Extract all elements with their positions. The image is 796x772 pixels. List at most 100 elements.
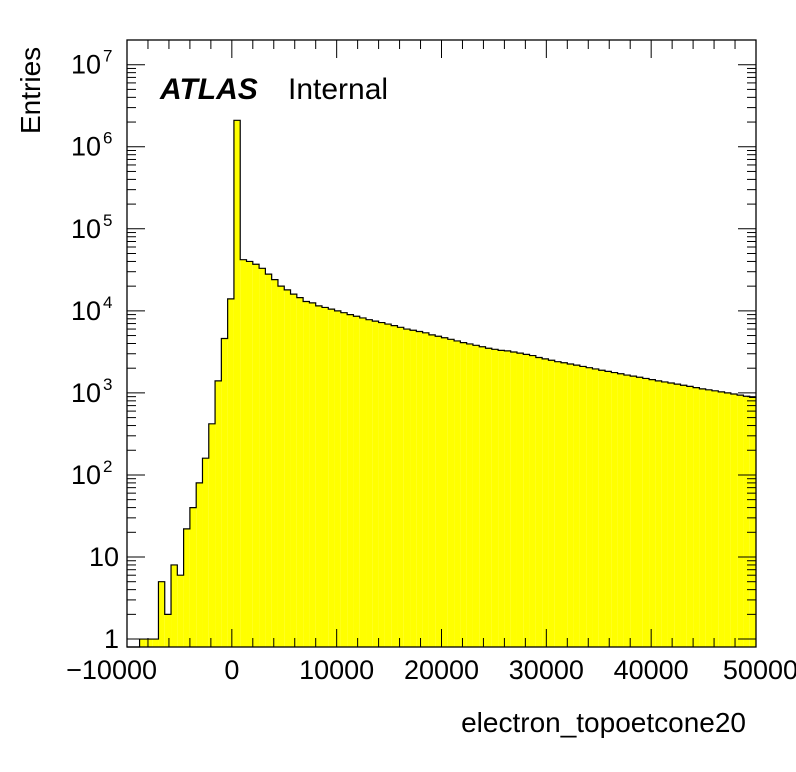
- histogram-bin: [554, 361, 562, 647]
- histogram-bin: [542, 358, 549, 647]
- histogram-bin: [164, 614, 172, 647]
- histogram-bin: [485, 348, 492, 647]
- histogram-bin: [535, 357, 543, 647]
- histogram-bin: [397, 327, 404, 647]
- histogram-bin: [296, 297, 304, 647]
- histogram-bin: [366, 319, 373, 647]
- histogram-bin: [491, 349, 499, 647]
- histogram-bin: [447, 339, 455, 647]
- histogram-bin: [454, 340, 461, 647]
- x-tick-label: 10000: [299, 655, 374, 685]
- histogram-bin: [240, 259, 247, 647]
- x-tick-label: −10000: [66, 655, 157, 685]
- histogram-bin: [642, 378, 650, 647]
- histogram-bin: [277, 286, 285, 647]
- histogram-bin: [655, 380, 662, 647]
- histogram-bin: [586, 367, 593, 647]
- histogram-bin: [737, 395, 744, 647]
- histogram-bin: [680, 385, 687, 647]
- y-tick-exponent: 2: [103, 457, 112, 476]
- histogram-bin: [743, 396, 750, 647]
- histogram-bin: [674, 384, 681, 647]
- histogram-bin: [145, 639, 153, 647]
- histogram-bin: [422, 332, 429, 647]
- histogram-bin: [428, 334, 436, 647]
- y-tick-exponent: 3: [103, 375, 112, 394]
- histogram-bin: [504, 350, 511, 647]
- y-tick-exponent: 4: [103, 293, 112, 312]
- histogram-bin: [523, 354, 530, 647]
- histogram-bin: [233, 120, 241, 648]
- histogram-bin: [567, 364, 574, 647]
- y-axis-title: Entries: [15, 47, 46, 134]
- histogram-bin: [516, 353, 524, 647]
- atlas-label: ATLAS: [159, 73, 258, 106]
- y-tick-label: 10: [71, 132, 101, 162]
- histogram-bin: [290, 294, 297, 647]
- histogram-bin: [340, 312, 348, 647]
- histogram-bars: [127, 119, 756, 648]
- histogram-bin: [359, 317, 367, 647]
- histogram-bin: [466, 343, 473, 647]
- histogram-bin: [724, 392, 731, 647]
- histogram-bin: [328, 309, 335, 647]
- histogram-bin: [221, 338, 228, 647]
- histogram-bin: [271, 279, 278, 647]
- x-axis-title: electron_topoetcone20: [461, 707, 746, 738]
- histogram-bin: [347, 314, 354, 647]
- histogram-bin: [510, 352, 517, 647]
- histogram-bin: [152, 639, 159, 647]
- histogram-bin: [189, 507, 197, 647]
- histogram-bin: [579, 366, 587, 647]
- histogram-bin: [749, 397, 756, 647]
- histogram-bin: [353, 316, 360, 647]
- histogram-bin: [605, 371, 612, 647]
- histogram-bin: [498, 350, 505, 647]
- internal-label: Internal: [288, 73, 388, 106]
- histogram-bin: [711, 390, 719, 647]
- histogram-bin: [667, 383, 675, 647]
- histogram-outline: [127, 119, 756, 648]
- histogram-bin: [196, 482, 203, 647]
- histogram-bin: [410, 330, 417, 647]
- x-tick-label: 50000: [723, 655, 796, 685]
- y-tick-exponent: 6: [103, 129, 112, 148]
- histogram-bin: [649, 379, 656, 647]
- histogram-bin: [183, 528, 190, 647]
- histogram-bin: [139, 639, 146, 647]
- histogram-bin: [158, 581, 165, 647]
- y-tick-exponent: 7: [103, 47, 112, 66]
- histogram-bin: [661, 381, 668, 647]
- histogram-bin: [208, 423, 216, 647]
- y-tick-exponent: 5: [103, 211, 112, 230]
- axis-ticks: [126, 39, 757, 647]
- histogram-bin: [529, 355, 536, 647]
- y-tick-label: 10: [89, 542, 119, 572]
- histogram-bin: [177, 575, 184, 647]
- histogram-bin: [215, 380, 222, 647]
- histogram-bin: [598, 370, 606, 647]
- y-tick-label: 10: [71, 214, 101, 244]
- histogram-bin: [321, 307, 329, 647]
- x-tick-label: 20000: [404, 655, 479, 685]
- histogram-bin: [315, 305, 322, 647]
- histogram-bin: [472, 345, 480, 647]
- y-tick-label: 10: [71, 378, 101, 408]
- histogram-bin: [730, 393, 738, 647]
- x-tick-label: 0: [224, 655, 239, 685]
- histogram-bin: [202, 458, 209, 647]
- histogram-bin: [309, 302, 316, 647]
- histogram-bin: [441, 337, 448, 647]
- y-tick-label: 10: [71, 460, 101, 490]
- histogram-bin: [303, 301, 310, 647]
- histogram-bin: [479, 346, 486, 647]
- histogram-bin: [378, 322, 385, 647]
- histogram-bin: [265, 274, 272, 647]
- histogram-bin: [686, 386, 694, 647]
- histogram-bin: [623, 375, 631, 647]
- histogram-bin: [592, 368, 599, 647]
- histogram-bin: [246, 261, 253, 647]
- histogram-bin: [693, 387, 700, 647]
- histogram-bin: [561, 362, 568, 647]
- histogram-bin: [252, 264, 260, 647]
